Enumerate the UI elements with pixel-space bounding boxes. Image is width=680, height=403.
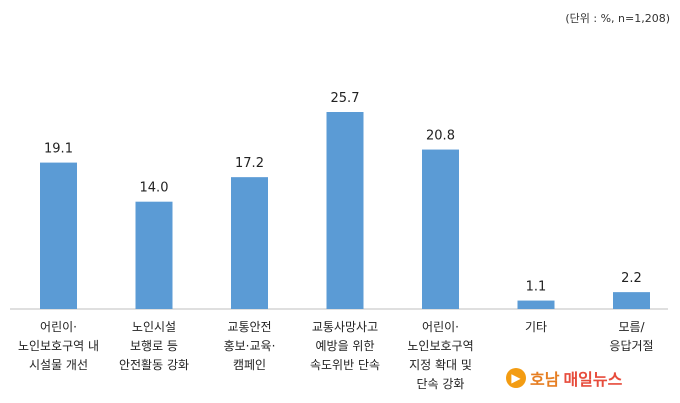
value-label-1: 14.0 bbox=[140, 181, 169, 196]
category-label-5: 기타 bbox=[525, 320, 547, 334]
watermark-logo: ▶ 호남 매일뉴스 bbox=[506, 366, 622, 390]
category-label-line: 교통안전 bbox=[227, 320, 271, 334]
value-label-0: 19.1 bbox=[44, 142, 73, 157]
category-label-line: 교통사망사고 bbox=[312, 320, 378, 334]
category-label-line: 시설물 개선 bbox=[29, 358, 88, 372]
category-label-line: 안전활동 강화 bbox=[119, 358, 189, 372]
category-label-line: 어린이· bbox=[422, 320, 459, 334]
value-label-4: 20.8 bbox=[426, 129, 455, 144]
category-label-line: 홍보·교육· bbox=[224, 339, 276, 353]
bar-0 bbox=[40, 162, 77, 309]
bars-group bbox=[40, 112, 650, 309]
category-label-line: 노인보호구역 내 bbox=[18, 339, 99, 353]
category-label-line: 응답거절 bbox=[609, 339, 653, 353]
category-label-line: 기타 bbox=[525, 320, 547, 334]
value-labels-group: 19.1 14.0 17.2 25.7 20.8 1.1 2.2 bbox=[44, 91, 642, 295]
category-label-line: 보행로 등 bbox=[130, 338, 178, 353]
category-label-line: 노인시설 bbox=[132, 320, 176, 334]
value-label-2: 17.2 bbox=[235, 156, 264, 171]
watermark-text-2: 매일뉴스 bbox=[563, 370, 623, 389]
category-label-6: 모름/응답거절 bbox=[609, 320, 653, 353]
category-label-line: 모름/ bbox=[618, 320, 645, 334]
news-logo-icon: ▶ bbox=[506, 368, 526, 388]
bar-3 bbox=[326, 112, 364, 309]
bar-1 bbox=[135, 201, 173, 309]
value-label-5: 1.1 bbox=[526, 280, 547, 295]
value-label-6: 2.2 bbox=[621, 271, 642, 286]
unit-note: (단위 : %, n=1,208) bbox=[565, 12, 670, 25]
bar-4 bbox=[422, 149, 459, 309]
bar-5 bbox=[517, 300, 555, 309]
category-label-line: 단속 강화 bbox=[417, 377, 465, 391]
category-label-line: 속도위반 단속 bbox=[310, 358, 380, 372]
category-label-line: 예방을 위한 bbox=[315, 339, 374, 353]
watermark-text-1: 호남 bbox=[530, 370, 560, 389]
category-label-line: 노인보호구역 bbox=[407, 339, 473, 353]
category-label-line: 어린이· bbox=[40, 320, 77, 334]
bar-6 bbox=[613, 292, 650, 309]
bar-2 bbox=[231, 177, 268, 309]
value-label-3: 25.7 bbox=[331, 91, 360, 106]
category-label-line: 지정 확대 및 bbox=[409, 358, 472, 372]
category-label-line: 캠페인 bbox=[233, 358, 266, 372]
